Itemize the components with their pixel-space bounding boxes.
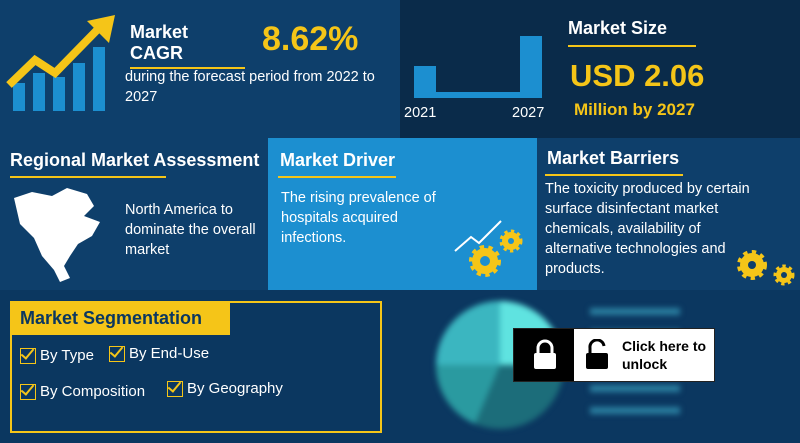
segment-item: By Type: [20, 347, 94, 364]
driver-title: Market Driver: [280, 150, 396, 170]
barriers-text: The toxicity produced by certain surface…: [545, 181, 750, 277]
segment-item: By End-Use: [109, 345, 209, 362]
unlock-label[interactable]: Click here to unlock: [622, 338, 707, 372]
segment-label: By Geography: [187, 380, 283, 397]
market-size-panel: 2021 2027 Market Size USD 2.06 Million b…: [400, 0, 800, 138]
segment-label: By End-Use: [129, 345, 210, 362]
cagr-description: during the forecast period from 2022 to …: [125, 69, 375, 105]
market-size-unit: Million by 2027: [574, 100, 695, 119]
map-icon: [14, 188, 100, 282]
underline: [545, 174, 683, 176]
regional-text: North America to dominate the overall ma…: [125, 202, 256, 258]
driver-text: The rising prevalence of hospitals acqui…: [281, 190, 436, 246]
segment-label: By Composition: [40, 383, 146, 400]
gear-icon: [737, 250, 795, 286]
lock-icon: [534, 339, 556, 369]
gear-icon: [454, 220, 523, 277]
segment-label: By Type: [40, 347, 94, 364]
underline: [10, 176, 166, 178]
barriers-title: Market Barriers: [547, 148, 680, 168]
underline: [278, 176, 396, 178]
unlock-icon: [586, 339, 608, 369]
cagr-value: 8.62%: [262, 20, 359, 58]
cagr-panel: Market CAGR 8.62% during the forecast pe…: [0, 0, 400, 138]
mini-bars: [414, 36, 542, 98]
unlock-button[interactable]: Click here to unlock: [513, 328, 715, 382]
driver-panel: Market Driver The rising prevalence of h…: [268, 138, 537, 290]
year-label: 2027: [512, 105, 545, 121]
regional-title: Regional Market Assessment: [10, 150, 260, 170]
market-size-value: USD 2.06: [570, 58, 705, 93]
cagr-label: Market CAGR: [130, 22, 245, 69]
year-label: 2021: [404, 105, 437, 121]
segmentation-title: Market Segmentation: [12, 303, 231, 335]
barriers-panel: Market Barriers The toxicity produced by…: [537, 138, 800, 290]
market-size-title: Market Size: [568, 18, 696, 47]
growth-icon: [6, 15, 115, 111]
segmentation-box: Market Segmentation By Type By End-Use B…: [10, 301, 382, 433]
segment-item: By Composition: [20, 383, 145, 400]
segment-item: By Geography: [167, 380, 283, 397]
regional-panel: Regional Market Assessment North America…: [0, 138, 268, 290]
